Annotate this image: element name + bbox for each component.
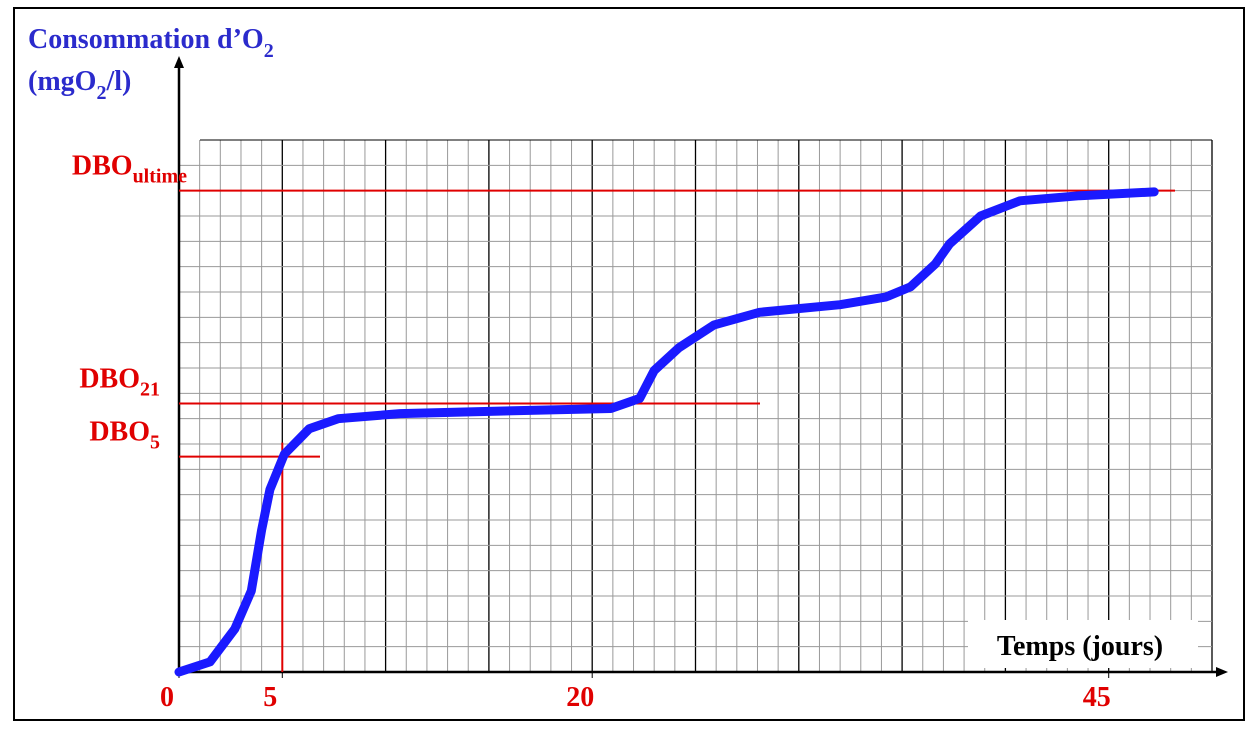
reference-label: DBO21 (79, 363, 160, 400)
x-axis-arrow (1216, 667, 1228, 677)
reference-label-main: DBO (79, 363, 140, 394)
y-axis-unit: (mgO2/l) (28, 66, 131, 104)
x-tick-label: 45 (1083, 682, 1111, 713)
reference-label: DBOultime (72, 151, 187, 188)
frame (13, 7, 1245, 721)
data-line (174, 187, 1159, 677)
x-axis-title: Temps (jours) (997, 631, 1163, 662)
y-title-text: Consommation d’O (28, 24, 264, 55)
x-title-box (968, 620, 1198, 668)
y-title-sub: 2 (264, 40, 274, 62)
y-axis-title: Consommation d’O2 (28, 24, 274, 62)
reference-label-sub: 21 (140, 378, 160, 400)
reference-label-sub: ultime (133, 166, 188, 188)
reference-label-main: DBO (72, 151, 133, 182)
grid (179, 139, 1213, 672)
y-unit-text: (mgO (28, 66, 96, 97)
y-unit-sub: 2 (96, 82, 106, 104)
reference-label-main: DBO (89, 417, 150, 448)
reference-label: DBO5 (89, 417, 160, 454)
x-tick-label: 5 (263, 682, 277, 713)
x-tick-label: 20 (566, 682, 594, 713)
x-tick-label: 0 (160, 682, 174, 713)
y-unit-text: /l) (105, 66, 131, 97)
reference-label-sub: 5 (150, 432, 160, 454)
y-axis-arrow (174, 56, 184, 68)
